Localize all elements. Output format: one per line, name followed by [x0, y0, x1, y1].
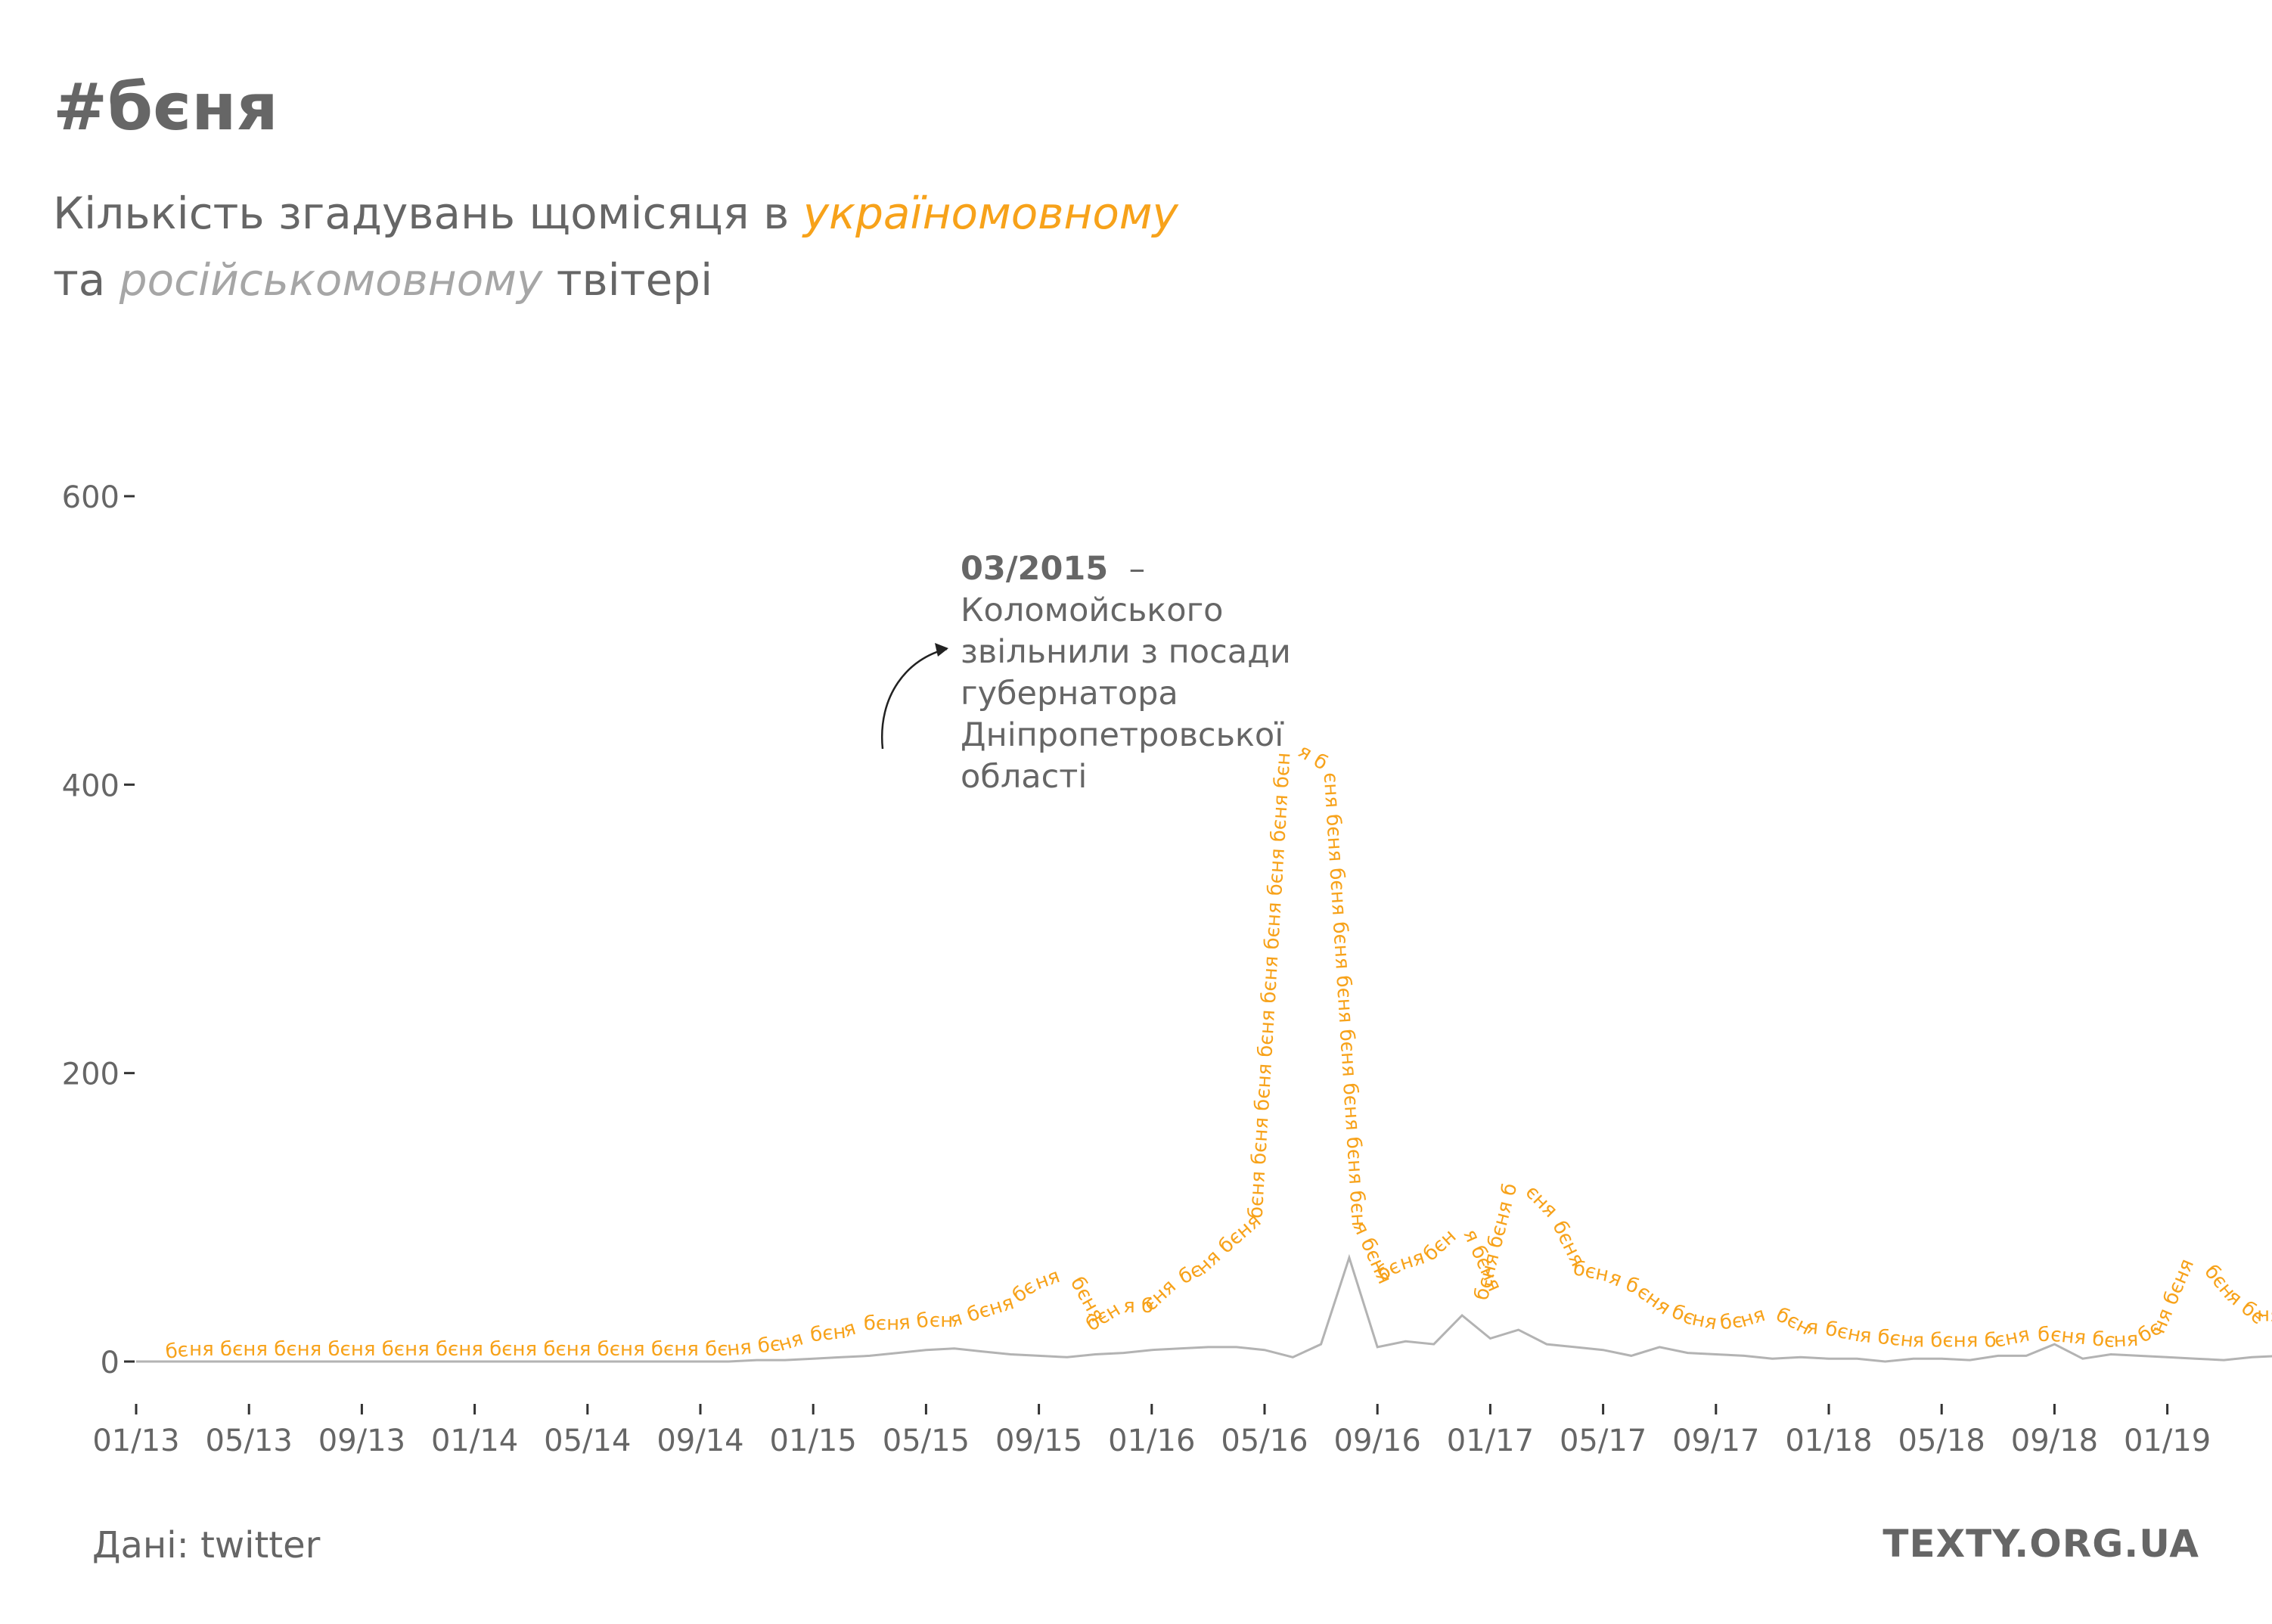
annotation-arrow-head	[935, 643, 948, 657]
russian-series-line	[136, 1253, 2272, 1363]
y-tick-label: 200	[62, 1057, 119, 1092]
annotation-date: 03/2015	[961, 550, 1109, 588]
chart-subtitle: Кількість згадувань щомісяця в україномо…	[53, 180, 1178, 313]
subtitle-text-2: та	[53, 254, 119, 306]
x-tick-label: 09/17	[1672, 1424, 1759, 1458]
data-source: Дані: twitter	[92, 1524, 321, 1567]
x-tick-label: 09/16	[1334, 1424, 1421, 1458]
x-tick-label: 01/18	[1785, 1424, 1872, 1458]
subtitle-text-1: Кількість згадувань щомісяця в	[53, 188, 803, 239]
x-tick-label: 05/15	[883, 1424, 970, 1458]
russian-series	[136, 1253, 2272, 1363]
x-tick-label: 09/15	[995, 1424, 1082, 1458]
subtitle-russian: російськомовному	[119, 254, 543, 306]
x-tick-label: 01/19	[2124, 1424, 2211, 1458]
annotation-dash: –	[1128, 550, 1146, 588]
subtitle-text-3: твітері	[542, 254, 713, 306]
x-tick-label: 09/18	[2011, 1424, 2098, 1458]
x-tick-label: 05/13	[206, 1424, 293, 1458]
x-axis: 01/13 05/13 09/13 01/14 05/14 09/14 01/15 05/15…	[92, 1404, 2211, 1458]
annotation-line-3: губернатора	[961, 675, 1178, 713]
y-tick-label: 400	[62, 769, 119, 803]
x-tick-label: 01/15	[770, 1424, 857, 1458]
x-tick-label: 05/17	[1560, 1424, 1647, 1458]
page-title: #бєня	[53, 70, 278, 145]
annotation-arrow	[880, 643, 948, 750]
x-tick-label: 05/16	[1221, 1424, 1308, 1458]
x-tick-label: 09/13	[318, 1424, 405, 1458]
y-tick-label: 600	[62, 480, 119, 515]
y-tick-label: 0	[101, 1346, 119, 1380]
annotation-line-4: Дніпропетровської	[961, 716, 1284, 754]
annotation-arrow-line	[880, 647, 948, 750]
x-tick-label: 09/14	[656, 1424, 743, 1458]
annotation-line-1: Коломойського	[961, 592, 1224, 629]
brand-logo: TEXTY.ORG.UA	[1882, 1522, 2199, 1566]
y-axis: 0 200 400 600	[62, 480, 135, 1380]
x-tick-label: 05/18	[1898, 1424, 1985, 1458]
x-tick-label: 01/14	[431, 1424, 518, 1458]
x-tick-label: 05/14	[544, 1424, 631, 1458]
x-tick-label: 01/17	[1447, 1424, 1534, 1458]
annotation: 03/2015 – Коломойського звільнили з поса…	[961, 548, 1316, 798]
annotation-line-2: звільнили з посади	[961, 633, 1291, 671]
subtitle-ukrainian: україномовному	[802, 188, 1178, 239]
x-tick-label: 01/13	[92, 1424, 179, 1458]
x-tick-label: 01/16	[1108, 1424, 1195, 1458]
annotation-line-5: області	[961, 758, 1088, 796]
